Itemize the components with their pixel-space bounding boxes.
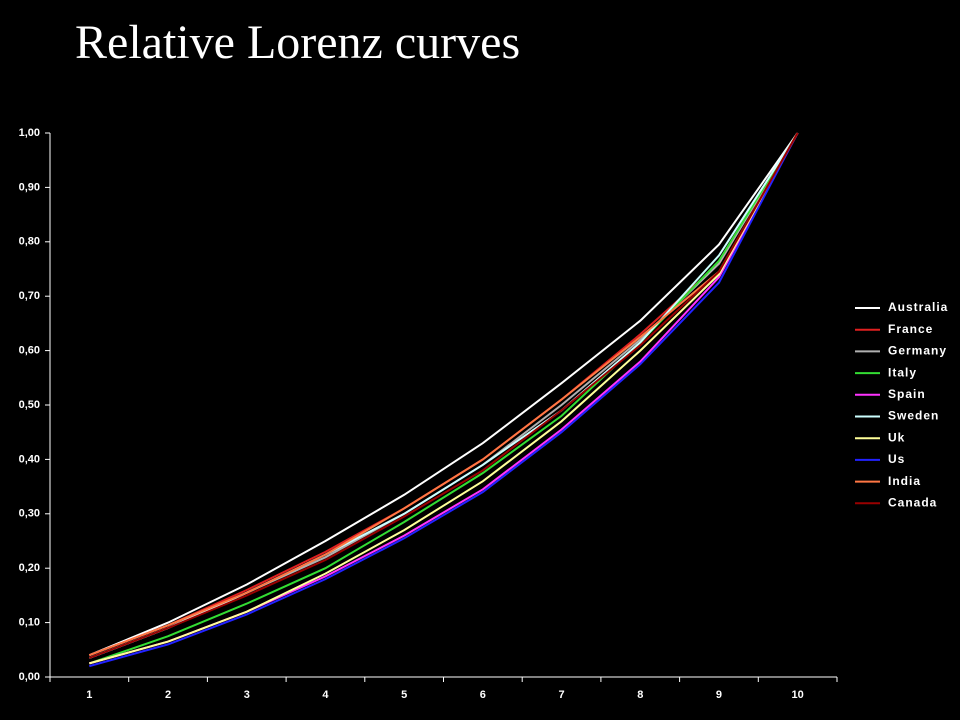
x-tick-label: 3 [244,689,250,701]
series-line [89,132,799,665]
x-tick-label: 5 [401,689,407,701]
legend-label: Australia [888,300,948,314]
x-tick-label: 1 [86,689,92,701]
x-tick-label: 8 [637,689,643,701]
series-line [88,132,799,659]
legend-label: Spain [888,387,926,401]
y-tick-label: 0,80 [19,236,40,248]
series-line [89,132,799,668]
legend-label: Us [888,452,905,466]
legend-label: India [888,474,921,488]
x-tick-label: 10 [792,689,804,701]
series-line [88,132,799,657]
y-tick-label: 0,20 [19,562,40,574]
y-tick-label: 0,70 [19,290,40,302]
series-line [88,132,799,657]
series-line [88,132,799,659]
legend-label: France [888,322,933,336]
y-tick-label: 1,00 [19,127,40,139]
x-tick-label: 9 [716,689,722,701]
y-tick-label: 0,00 [19,671,40,683]
series-line [89,132,799,665]
y-tick-label: 0,10 [19,617,40,629]
y-tick-label: 0,50 [19,399,40,411]
series-line [88,132,799,657]
x-tick-label: 6 [480,689,486,701]
y-tick-label: 0,30 [19,508,40,520]
legend-label: Canada [888,495,937,509]
x-tick-label: 4 [322,689,329,701]
y-tick-label: 0,60 [19,345,40,357]
legend-label: Italy [888,365,917,379]
y-tick-label: 0,40 [19,453,40,465]
series-line [88,132,799,665]
x-tick-label: 2 [165,689,171,701]
x-tick-label: 7 [558,689,564,701]
y-tick-label: 0,90 [19,181,40,193]
legend-label: Uk [888,430,905,444]
series-line [88,132,799,659]
legend-label: Sweden [888,409,939,423]
chart-title: Relative Lorenz curves [75,16,520,69]
legend-label: Germany [888,344,947,358]
